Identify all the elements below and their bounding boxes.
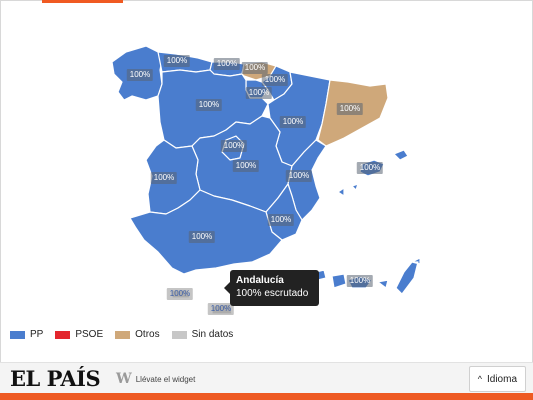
label-valenciana: 100%: [285, 170, 313, 182]
legend-swatch-sin-datos: [171, 330, 187, 339]
chevron-up-icon: ^: [477, 374, 482, 384]
label-andalucia: 100%: [188, 231, 216, 243]
tooltip-arrow: [224, 282, 230, 294]
widget-link[interactable]: W Llévate el widget: [116, 371, 195, 387]
label-madrid: 100%: [220, 140, 248, 152]
label-extremadura: 100%: [150, 172, 178, 184]
label-asturias: 100%: [163, 55, 191, 67]
language-button[interactable]: ^ Idioma: [468, 366, 526, 392]
legend-item-pp: PP: [10, 329, 43, 340]
tooltip-region-name: Andalucía: [236, 275, 284, 286]
label-murcia: 100%: [267, 214, 295, 226]
legend-label-otros: Otros: [135, 329, 160, 340]
tooltip-status: 100% escrutado: [236, 288, 309, 299]
label-baleares: 100%: [356, 162, 384, 174]
label-castilla-la-mancha: 100%: [232, 160, 260, 172]
legend-label-pp: PP: [30, 329, 44, 340]
label-cantabria: 100%: [213, 58, 241, 70]
label-la-rioja: 100%: [245, 87, 273, 99]
el-pais-logo[interactable]: EL PAÍS: [10, 366, 101, 391]
legend-swatch-otros: [115, 330, 131, 339]
top-accent-bar: [42, 0, 123, 3]
label-cataluna: 100%: [336, 103, 364, 115]
label-galicia: 100%: [126, 69, 154, 81]
label-melilla: 100%: [207, 303, 235, 315]
label-ceuta: 100%: [166, 288, 194, 300]
legend-item-sin-datos: Sin datos: [171, 329, 234, 340]
label-navarra: 100%: [261, 74, 289, 86]
legend-swatch-psoe: [55, 330, 71, 339]
legend-item-otros: Otros: [115, 329, 160, 340]
widget-link-label: Llévate el widget: [135, 374, 196, 384]
label-castilla-leon: 100%: [195, 99, 223, 111]
legend-label-sin-datos: Sin datos: [191, 329, 234, 340]
spain-map: [111, 45, 421, 315]
label-pais-vasco: 100%: [241, 62, 269, 74]
label-aragon: 100%: [279, 116, 307, 128]
legend-swatch-pp: [10, 330, 25, 339]
legend-label-psoe: PSOE: [75, 329, 104, 340]
label-canarias: 100%: [346, 275, 374, 287]
map-legend: PP PSOE Otros Sin datos: [10, 329, 245, 340]
widget-w-icon: W: [116, 371, 132, 387]
bottom-accent-bar: [0, 393, 533, 400]
region-tooltip: Andalucía 100% escrutado: [224, 270, 319, 306]
language-button-label: Idioma: [486, 373, 517, 385]
legend-item-psoe: PSOE: [55, 329, 103, 340]
widget-footer: EL PAÍS W Llévate el widget ^ Idioma: [0, 362, 533, 394]
